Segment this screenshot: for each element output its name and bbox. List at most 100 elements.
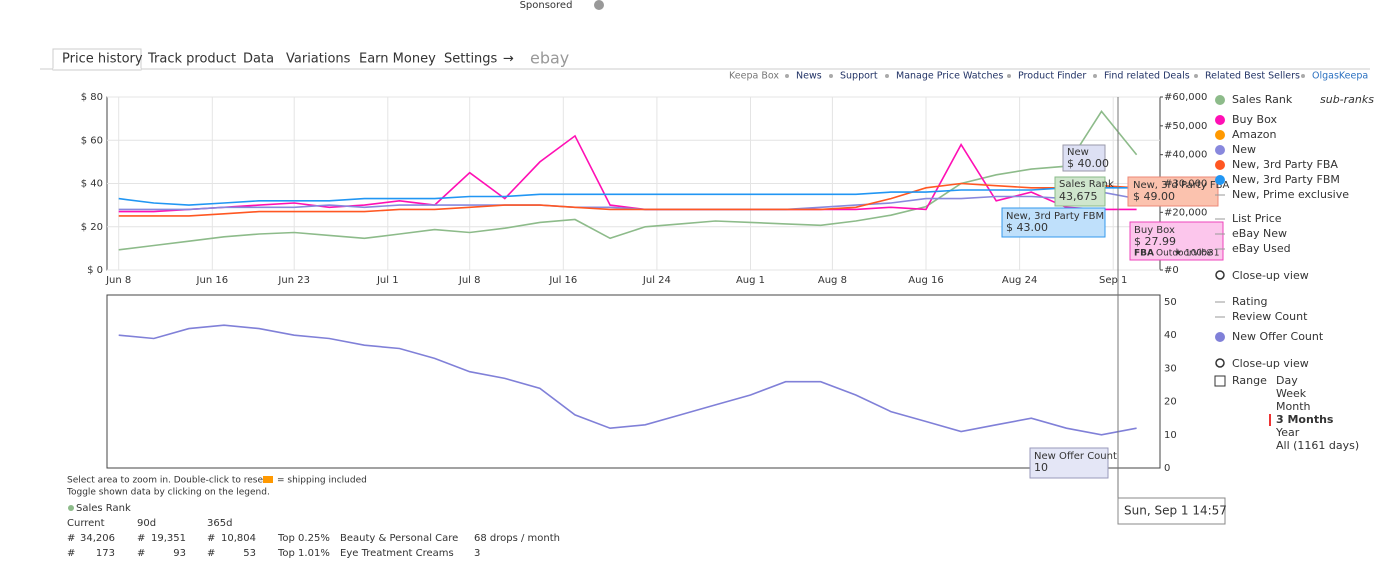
close-up[interactable]: Close-up view xyxy=(1232,357,1309,370)
tooltip-label: New Offer Count xyxy=(1034,451,1117,462)
tab[interactable]: Settings xyxy=(444,52,498,67)
link[interactable]: Product Finder xyxy=(1018,71,1086,82)
legend-marker xyxy=(1215,95,1225,105)
link[interactable]: News xyxy=(796,71,822,82)
range-option[interactable]: All (1161 days) xyxy=(1276,439,1359,452)
stats-cell: 173 xyxy=(96,548,115,559)
stats-cell: Top 0.25% xyxy=(277,533,330,544)
tooltip-box xyxy=(1029,447,1109,479)
x-tick-label: Aug 24 xyxy=(1002,275,1037,286)
tab[interactable]: Variations xyxy=(286,52,351,67)
link[interactable]: Support xyxy=(840,71,878,82)
legend-entry[interactable]: New xyxy=(1232,143,1256,156)
y-tick-label: 10 xyxy=(1164,430,1177,441)
stats-cell: # xyxy=(137,548,145,559)
y-tick-label: $ 80 xyxy=(81,92,103,103)
legend-entry[interactable]: Sales Rank xyxy=(1232,93,1293,106)
stats-cell: # xyxy=(207,548,215,559)
y2-tick-label: #20,000 xyxy=(1164,207,1207,218)
stats-header: 90d xyxy=(137,518,156,529)
x-tick-label: Aug 1 xyxy=(736,275,765,286)
stats-cell: 53 xyxy=(243,548,256,559)
link[interactable]: OlgasKeepa xyxy=(1312,71,1368,82)
legend-entry[interactable]: eBay Used xyxy=(1232,242,1291,255)
y2-tick-label: #0 xyxy=(1164,265,1179,276)
legend-marker xyxy=(1215,130,1225,140)
legend-entry[interactable]: Buy Box xyxy=(1232,113,1277,126)
tab[interactable]: Price history xyxy=(62,52,143,67)
chart2-frame xyxy=(106,294,1161,469)
stats-cell: 19,351 xyxy=(151,533,186,544)
tooltip-value: $ 27.99 xyxy=(1134,235,1176,248)
legend-entry[interactable]: Rating xyxy=(1232,295,1267,308)
legend-entry[interactable]: New, Prime exclusive xyxy=(1232,188,1349,201)
search-icon xyxy=(1215,270,1225,280)
date-box xyxy=(1117,497,1226,525)
tooltip-box xyxy=(1001,207,1106,238)
tooltip-label: New xyxy=(1067,147,1089,158)
range-option[interactable]: Week xyxy=(1276,387,1307,400)
tab[interactable]: → xyxy=(503,52,514,67)
y-tick-label: 40 xyxy=(1164,330,1177,341)
tab[interactable]: Data xyxy=(243,52,274,67)
close-up[interactable]: Close-up view xyxy=(1232,269,1309,282)
stats-cell: 93 xyxy=(173,548,186,559)
stats-cell: Beauty & Personal Care xyxy=(340,533,458,544)
stats-cell: # xyxy=(137,533,145,544)
link[interactable]: Keepa Box xyxy=(729,71,779,82)
link-separator xyxy=(785,74,789,78)
tooltip-fba: FBA xyxy=(1134,249,1154,259)
sponsored: Sponsored xyxy=(520,0,573,11)
legend-entry[interactable]: Review Count xyxy=(1232,310,1308,323)
legend-entry[interactable]: New, 3rd Party FBA xyxy=(1232,158,1338,171)
tab[interactable]: Earn Money xyxy=(359,52,436,67)
range-option[interactable]: Day xyxy=(1276,374,1298,387)
tooltip-box xyxy=(1129,221,1224,261)
tooltip-rating: ★ 100% xyxy=(1174,249,1211,259)
series-line xyxy=(118,324,1137,436)
note: Select area to zoom in. Double-click to … xyxy=(67,476,269,486)
legend-marker xyxy=(1215,115,1225,125)
legend-marker xyxy=(1215,175,1225,185)
series-line xyxy=(118,187,1137,206)
note: = shipping included xyxy=(277,476,367,486)
legend-entry[interactable]: New Offer Count xyxy=(1232,330,1324,343)
tooltip-seller: OutdoorVibe xyxy=(1156,249,1213,259)
link-separator xyxy=(1301,74,1305,78)
legend-entry[interactable]: Amazon xyxy=(1232,128,1276,141)
x-tick-label: Aug 8 xyxy=(818,275,847,286)
link[interactable]: Find related Deals xyxy=(1104,71,1190,82)
tooltip-box xyxy=(1127,176,1219,207)
stats-cell: 34,206 xyxy=(80,533,115,544)
range-option[interactable]: Year xyxy=(1275,426,1300,439)
tab[interactable]: Track product xyxy=(147,52,236,67)
link-separator xyxy=(1194,74,1198,78)
legend-marker xyxy=(1215,332,1225,342)
y2-tick-label: #50,000 xyxy=(1164,121,1207,132)
link[interactable]: Manage Price Watches xyxy=(896,71,1003,82)
range-option[interactable]: Month xyxy=(1276,400,1311,413)
link[interactable]: Related Best Sellers xyxy=(1205,71,1300,82)
legend-entry[interactable]: eBay New xyxy=(1232,227,1287,240)
truck-icon xyxy=(263,476,273,483)
y2-tick-label: #60,000 xyxy=(1164,92,1207,103)
active-tab-box xyxy=(52,48,142,71)
y-tick-label: $ 60 xyxy=(81,135,103,146)
tooltip-label: New, 3rd Party FBA xyxy=(1133,180,1229,191)
tab[interactable]: ebay xyxy=(530,49,569,68)
link-separator xyxy=(1007,74,1011,78)
tooltip-box xyxy=(1054,176,1106,207)
legend-note: sub-ranks xyxy=(1320,93,1374,106)
stats-cell: 68 drops / month xyxy=(474,533,560,544)
stats-cell: 3 xyxy=(474,548,480,559)
tooltip-value: $ 40.00 xyxy=(1067,157,1109,170)
legend-entry[interactable]: List Price xyxy=(1232,212,1282,225)
link-separator xyxy=(885,74,889,78)
stats-title: Sales Rank xyxy=(76,503,131,514)
note: Toggle shown data by clicking on the leg… xyxy=(66,488,270,498)
x-tick-label: Jun 23 xyxy=(277,275,310,286)
range-option[interactable]: 3 Months xyxy=(1276,413,1334,426)
tooltip-label: Buy Box xyxy=(1134,225,1175,236)
legend-entry[interactable]: New, 3rd Party FBM xyxy=(1232,173,1340,186)
